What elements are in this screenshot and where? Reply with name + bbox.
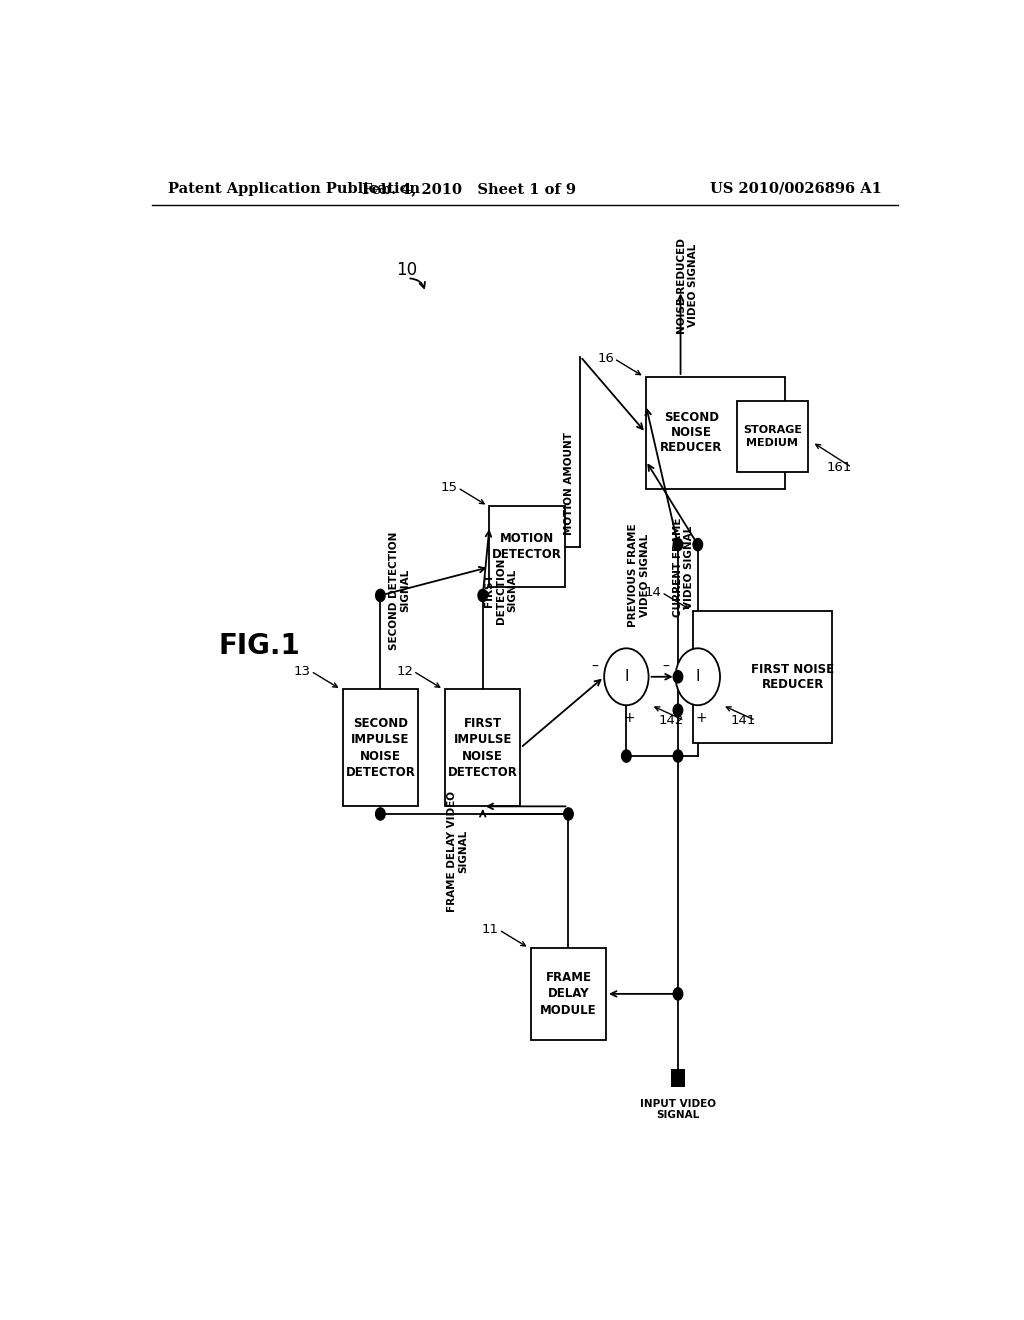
Circle shape	[676, 648, 720, 705]
Text: 16: 16	[597, 352, 614, 366]
Circle shape	[604, 648, 648, 705]
Circle shape	[673, 750, 683, 762]
Text: US 2010/0026896 A1: US 2010/0026896 A1	[710, 182, 882, 195]
Text: FIG.1: FIG.1	[218, 632, 300, 660]
Circle shape	[622, 750, 631, 762]
Text: SECOND
NOISE
REDUCER: SECOND NOISE REDUCER	[660, 412, 723, 454]
Text: SECOND DETECTION
SIGNAL: SECOND DETECTION SIGNAL	[389, 531, 411, 649]
Text: –: –	[663, 660, 670, 673]
Text: NOISE-REDUCED
VIDEO SIGNAL: NOISE-REDUCED VIDEO SIGNAL	[676, 238, 697, 334]
Bar	[736, 401, 808, 473]
Text: 141: 141	[730, 714, 756, 727]
Text: INPUT VIDEO
SIGNAL: INPUT VIDEO SIGNAL	[640, 1098, 716, 1121]
Circle shape	[673, 539, 683, 550]
Text: Feb. 4, 2010   Sheet 1 of 9: Feb. 4, 2010 Sheet 1 of 9	[362, 182, 577, 195]
Circle shape	[376, 589, 385, 602]
Text: MOTION AMOUNT: MOTION AMOUNT	[564, 432, 574, 535]
Text: 15: 15	[440, 482, 458, 494]
Text: 161: 161	[826, 461, 852, 474]
Text: FIRST NOISE
REDUCER: FIRST NOISE REDUCER	[752, 663, 835, 690]
Text: STORAGE
MEDIUM: STORAGE MEDIUM	[742, 425, 802, 449]
Text: 142: 142	[658, 714, 684, 727]
Text: PREVIOUS FRAME
VIDEO SIGNAL: PREVIOUS FRAME VIDEO SIGNAL	[629, 523, 650, 627]
Circle shape	[478, 589, 487, 602]
Text: I: I	[695, 669, 700, 684]
Bar	[445, 689, 520, 807]
Bar	[646, 378, 784, 488]
Text: 14: 14	[645, 586, 662, 599]
Text: +: +	[624, 711, 635, 726]
Text: SECOND
IMPULSE
NOISE
DETECTOR: SECOND IMPULSE NOISE DETECTOR	[345, 717, 416, 779]
Text: –: –	[591, 660, 598, 673]
Text: 10: 10	[396, 261, 418, 280]
Circle shape	[673, 987, 683, 1001]
Bar	[671, 1069, 685, 1088]
Text: CURRENT FRAME
VIDEO SIGNAL: CURRENT FRAME VIDEO SIGNAL	[673, 517, 694, 616]
Text: FIRST
IMPULSE
NOISE
DETECTOR: FIRST IMPULSE NOISE DETECTOR	[447, 717, 518, 779]
Bar	[693, 611, 833, 743]
Circle shape	[693, 539, 702, 550]
Text: 11: 11	[482, 924, 499, 936]
Text: Patent Application Publication: Patent Application Publication	[168, 182, 420, 195]
Text: 12: 12	[396, 665, 414, 677]
Bar	[530, 948, 606, 1040]
Text: +: +	[695, 711, 707, 726]
Text: FIRST
DETECTION
SIGNAL: FIRST DETECTION SIGNAL	[484, 557, 517, 623]
Circle shape	[673, 671, 683, 682]
Text: MOTION
DETECTOR: MOTION DETECTOR	[493, 532, 562, 561]
Text: 13: 13	[294, 665, 311, 677]
Text: FRAME
DELAY
MODULE: FRAME DELAY MODULE	[540, 972, 597, 1016]
Text: I: I	[625, 669, 629, 684]
Circle shape	[376, 808, 385, 820]
Bar	[343, 689, 418, 807]
Bar	[489, 506, 565, 587]
Circle shape	[563, 808, 573, 820]
Circle shape	[673, 704, 683, 717]
Text: FRAME DELAY VIDEO
SIGNAL: FRAME DELAY VIDEO SIGNAL	[446, 791, 468, 912]
